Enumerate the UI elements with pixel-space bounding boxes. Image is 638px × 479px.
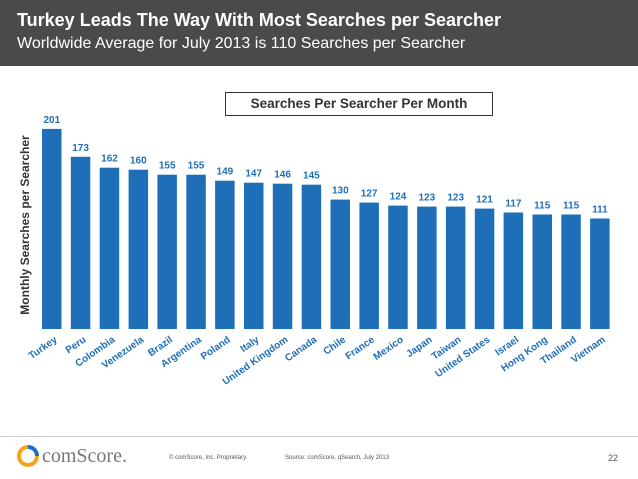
data-label: 145 (303, 171, 320, 182)
x-tick-label: Japan (405, 334, 435, 360)
page-subtitle: Worldwide Average for July 2013 is 110 S… (17, 35, 466, 52)
bar-israel (503, 212, 524, 329)
bar-united-kingdom (272, 183, 293, 329)
bar-vietnam (590, 218, 610, 329)
bar-canada (301, 184, 322, 329)
bar-united-states (474, 208, 495, 330)
data-label: 155 (188, 161, 205, 172)
bar-france (359, 202, 379, 329)
bar-poland (215, 180, 235, 329)
bar-brazil (157, 174, 177, 329)
page-number: 22 (608, 453, 619, 463)
comscore-logo-icon (17, 445, 39, 467)
data-label: 115 (534, 201, 551, 212)
data-label: 149 (217, 167, 234, 178)
bar-venezuela (128, 169, 149, 329)
data-label: 146 (274, 170, 291, 181)
x-tick-label: Poland (199, 334, 233, 362)
data-label: 117 (505, 199, 522, 210)
chart-title: Searches Per Searcher Per Month (225, 92, 493, 116)
header-bar: Turkey Leads The Way With Most Searches … (0, 0, 638, 66)
bar-chart: 201Turkey173Peru162Colombia160Venezuela1… (27, 115, 610, 388)
bar-thailand (561, 214, 581, 329)
data-label: 130 (332, 186, 349, 197)
data-label: 123 (418, 193, 435, 204)
data-label: 121 (476, 195, 493, 206)
brand-name: comScore. (42, 445, 127, 467)
data-label: 155 (159, 161, 176, 172)
x-tick-label: France (344, 334, 378, 362)
x-tick-label: Canada (283, 334, 319, 364)
data-label: 127 (361, 189, 378, 200)
data-label: 124 (390, 192, 407, 203)
x-tick-label: Turkey (27, 334, 60, 362)
data-label: 115 (563, 201, 580, 212)
data-label: 160 (130, 156, 147, 167)
x-tick-label: Mexico (372, 334, 406, 362)
bar-colombia (99, 167, 120, 329)
data-label: 201 (43, 115, 60, 126)
bar-argentina (186, 174, 206, 329)
bar-taiwan (445, 206, 466, 329)
data-label: 111 (592, 205, 608, 216)
bar-mexico (388, 205, 408, 329)
source-note: Source: comScore, qSearch, July 2013 (285, 455, 390, 461)
page-title: Turkey Leads The Way With Most Searches … (17, 10, 502, 30)
data-label: 162 (101, 154, 118, 165)
data-label: 123 (447, 193, 464, 204)
bar-chile (330, 199, 350, 329)
footer-divider (0, 436, 638, 437)
copyright-text: © comScore, Inc. Proprietary. (169, 455, 248, 461)
data-label: 147 (245, 169, 262, 180)
bar-italy (244, 182, 264, 329)
data-label: 173 (72, 143, 89, 154)
bar-turkey (42, 128, 62, 329)
bar-hong-kong (532, 214, 552, 329)
bar-japan (417, 206, 437, 329)
bar-peru (70, 156, 91, 329)
